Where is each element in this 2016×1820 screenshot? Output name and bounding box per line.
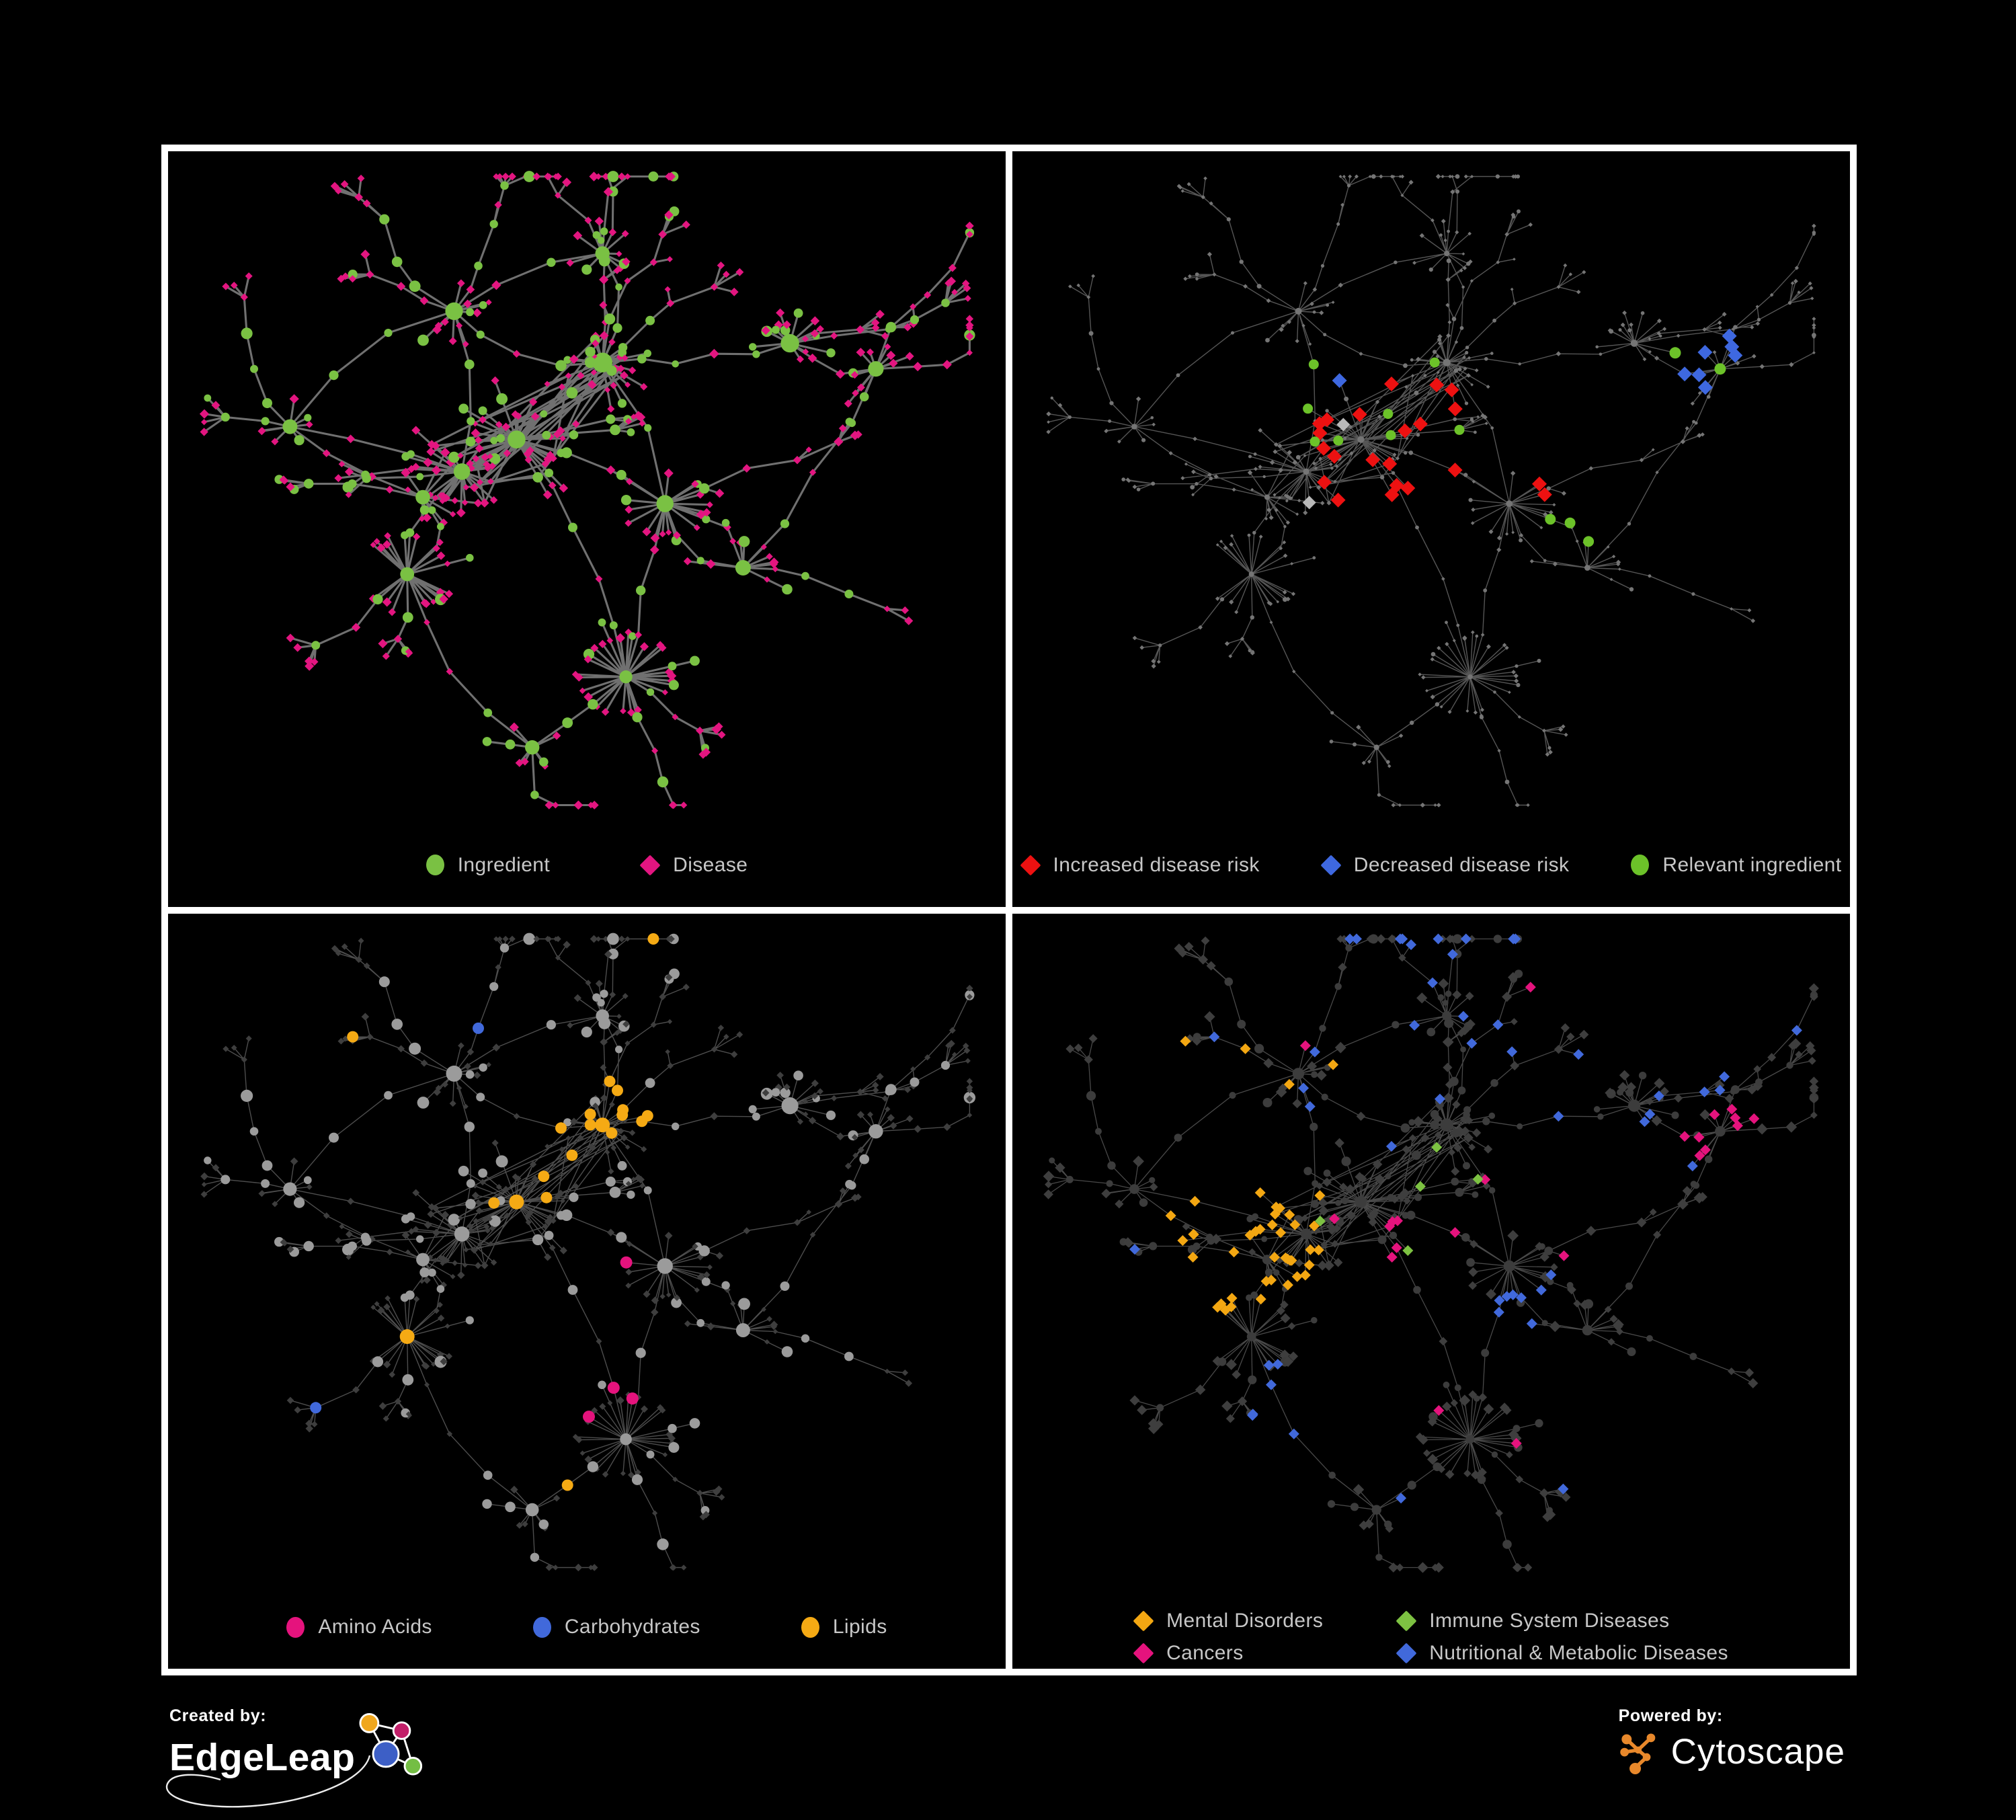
legend-swatch-diamond-icon — [1396, 1643, 1417, 1664]
legend-label: Mental Disorders — [1166, 1610, 1324, 1632]
cytoscape-logo: Cytoscape — [1619, 1729, 1845, 1774]
legend-item: Cancers — [1133, 1642, 1323, 1665]
legend-label: Relevant ingredient — [1662, 853, 1842, 876]
network-graph-disease-risk — [1046, 173, 1816, 807]
legend-item: Decreased disease risk — [1320, 853, 1570, 877]
legend-ingredient-disease: Ingredient Disease — [168, 833, 1006, 898]
created-by-block: Created by: EdgeLeap — [165, 1706, 424, 1808]
legend-label: Lipids — [832, 1616, 887, 1638]
cytoscape-logo-text: Cytoscape — [1670, 1731, 1845, 1772]
legend-item: Lipids — [801, 1616, 887, 1638]
legend-disease-classes: Mental Disorders Immune System Diseases Ca… — [1012, 1610, 1850, 1665]
legend-label: Carbohydrates — [564, 1616, 700, 1638]
legend-swatch-circle-icon — [1631, 855, 1650, 875]
legend-label: Disease — [673, 853, 748, 876]
legend-item: Amino Acids — [286, 1616, 432, 1638]
legend-label: Cancers — [1166, 1642, 1244, 1664]
panel-disease-risk: Increased disease risk Decreased disease … — [1012, 151, 1850, 907]
legend-label: Amino Acids — [318, 1616, 432, 1638]
legend-label: Increased disease risk — [1053, 853, 1260, 876]
legend-disease-risk: Increased disease risk Decreased disease … — [1012, 833, 1850, 898]
legend-swatch-diamond-icon — [1019, 854, 1041, 876]
network-graph-ingredient-disease — [199, 171, 975, 810]
legend-item: Nutritional & Metabolic Diseases — [1396, 1642, 1728, 1665]
legend-swatch-diamond-icon — [1133, 1643, 1154, 1664]
legend-item: Relevant ingredient — [1631, 854, 1841, 877]
cytoscape-network-icon — [1619, 1733, 1655, 1774]
network-graph-disease-classes — [1043, 933, 1819, 1573]
edgeleap-network-icon — [359, 1713, 423, 1776]
legend-swatch-diamond-icon — [1396, 1610, 1417, 1632]
legend-item: Immune System Diseases — [1396, 1610, 1728, 1632]
legend-label: Ingredient — [457, 853, 551, 876]
legend-nutrient-classes: Amino Acids Carbohydrates Lipids — [168, 1595, 1006, 1659]
powered-by-label: Powered by: — [1618, 1706, 1723, 1725]
legend-swatch-diamond-icon — [1133, 1610, 1154, 1632]
panel-nutrient-classes: Amino Acids Carbohydrates Lipids — [168, 913, 1006, 1669]
legend-item: Mental Disorders — [1133, 1610, 1324, 1632]
panel-disease-classes: Mental Disorders Immune System Diseases Ca… — [1012, 913, 1850, 1669]
created-by-label: Created by: — [169, 1706, 267, 1725]
legend-item: Carbohydrates — [532, 1616, 700, 1638]
legend-label: Nutritional & Metabolic Diseases — [1429, 1642, 1728, 1664]
legend-swatch-circle-icon — [286, 1616, 305, 1638]
legend-swatch-circle-icon — [801, 1616, 819, 1638]
legend-swatch-circle-icon — [426, 855, 444, 875]
edgeleap-logo: EdgeLeap — [165, 1713, 424, 1808]
legend-item: Ingredient — [426, 854, 550, 877]
legend-label: Decreased disease risk — [1353, 853, 1570, 876]
panel-grid: Ingredient Disease Increased disease risk… — [161, 145, 1857, 1675]
edgeleap-logo-text: EdgeLeap — [169, 1735, 356, 1779]
legend-label: Immune System Diseases — [1429, 1610, 1670, 1632]
legend-item: Increased disease risk — [1019, 853, 1260, 877]
legend-item: Disease — [639, 853, 748, 877]
powered-by-block: Powered by: Cytoscape — [1619, 1706, 1845, 1774]
network-graph-nutrient-classes — [200, 933, 976, 1571]
panel-ingredient-disease: Ingredient Disease — [168, 151, 1006, 907]
legend-swatch-diamond-icon — [639, 854, 661, 876]
legend-swatch-diamond-icon — [1320, 854, 1342, 876]
legend-swatch-circle-icon — [532, 1616, 551, 1638]
